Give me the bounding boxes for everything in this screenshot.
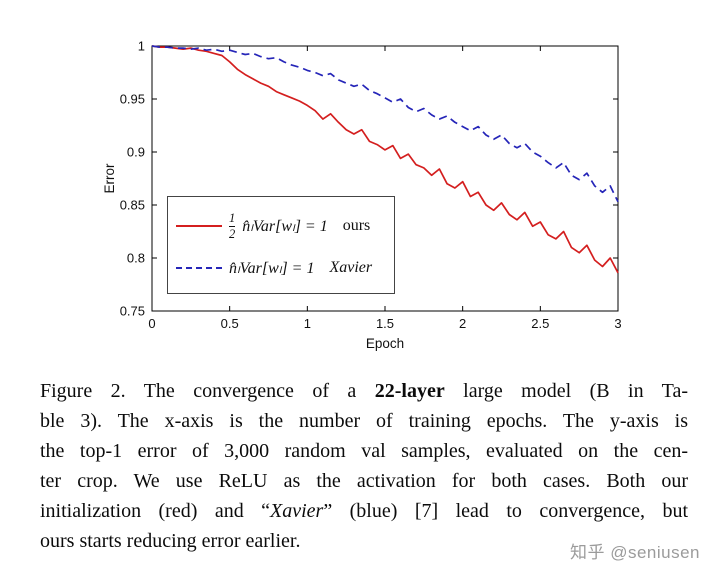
- x-axis-label: Epoch: [366, 336, 404, 351]
- caption-text: ours starts reducing error earlier.: [40, 530, 301, 552]
- figure-caption: Figure 2. The convergence of a 22-layer …: [40, 376, 688, 556]
- caption-text: Figure 2. The convergence of a: [40, 380, 375, 402]
- caption-text: the top-1 error of 3,000 random val samp…: [40, 440, 688, 462]
- y-tick-label: 0.95: [120, 92, 145, 107]
- x-tick-label: 0.5: [221, 316, 239, 331]
- legend-entry-xavier: n̂ₗVar[wₗ] = 1 Xavier: [176, 258, 386, 278]
- legend-formula: n̂ₗVar[wₗ] = 1: [229, 260, 315, 278]
- legend-label: Xavier: [329, 259, 373, 277]
- x-tick-label: 1.5: [376, 316, 394, 331]
- caption-line: Figure 2. The convergence of a 22-layer …: [40, 376, 688, 406]
- caption-line: ble 3). The x-axis is the number of trai…: [40, 406, 688, 436]
- caption-text: ble 3). The x-axis is the number of trai…: [40, 410, 688, 432]
- caption-line: ter crop. We use ReLU as the activation …: [40, 466, 688, 496]
- convergence-chart: 0 0.5 1 1.5 2 2.5 3 0.75 0.8 0.85 0.9 0.95 1 Epoch Err…: [102, 39, 622, 352]
- caption-text: large model (B in Ta-: [444, 380, 689, 402]
- legend-line-sample: [176, 225, 222, 228]
- legend-formula: n̂ₗVar[wₗ] = 1: [242, 218, 328, 236]
- watermark: 知乎 @seniusen: [569, 543, 700, 562]
- x-tick-label: 0: [148, 316, 155, 331]
- caption-line: the top-1 error of 3,000 random val samp…: [40, 436, 688, 466]
- legend-label: ours: [342, 217, 371, 235]
- y-tick-label: 0.8: [127, 251, 145, 266]
- x-tick-label: 2.5: [531, 316, 549, 331]
- xavier-line: [151, 45, 619, 203]
- chart-legend: 1 2 n̂ₗVar[wₗ] = 1 ours n̂ₗVar[wₗ] = 1 Xavier: [167, 196, 395, 294]
- caption-line: initialization (red) and “Xavier” (blue)…: [40, 496, 688, 526]
- y-tick-label: 0.85: [120, 198, 145, 213]
- legend-entry-ours: 1 2 n̂ₗVar[wₗ] = 1 ours: [176, 212, 386, 241]
- ours-line: [151, 45, 619, 274]
- caption-italic-text: Xavier: [270, 500, 324, 522]
- x-tick-label: 1: [304, 316, 311, 331]
- x-tick-label: 3: [614, 316, 621, 331]
- caption-bold-text: 22-layer: [374, 380, 445, 402]
- y-axis-label: Error: [102, 163, 117, 194]
- caption-text: ” (blue) [7] lead to convergence, but: [323, 500, 689, 522]
- x-tick-label: 2: [459, 316, 466, 331]
- y-tick-label: 0.9: [127, 145, 145, 160]
- y-tick-label: 1: [138, 39, 145, 54]
- legend-line-sample: [176, 267, 222, 270]
- caption-line: ours starts reducing error earlier.: [40, 526, 688, 556]
- caption-text: ter crop. We use ReLU as the activation …: [40, 470, 688, 492]
- y-tick-label: 0.75: [120, 304, 145, 319]
- caption-text: initialization (red) and “: [40, 500, 271, 522]
